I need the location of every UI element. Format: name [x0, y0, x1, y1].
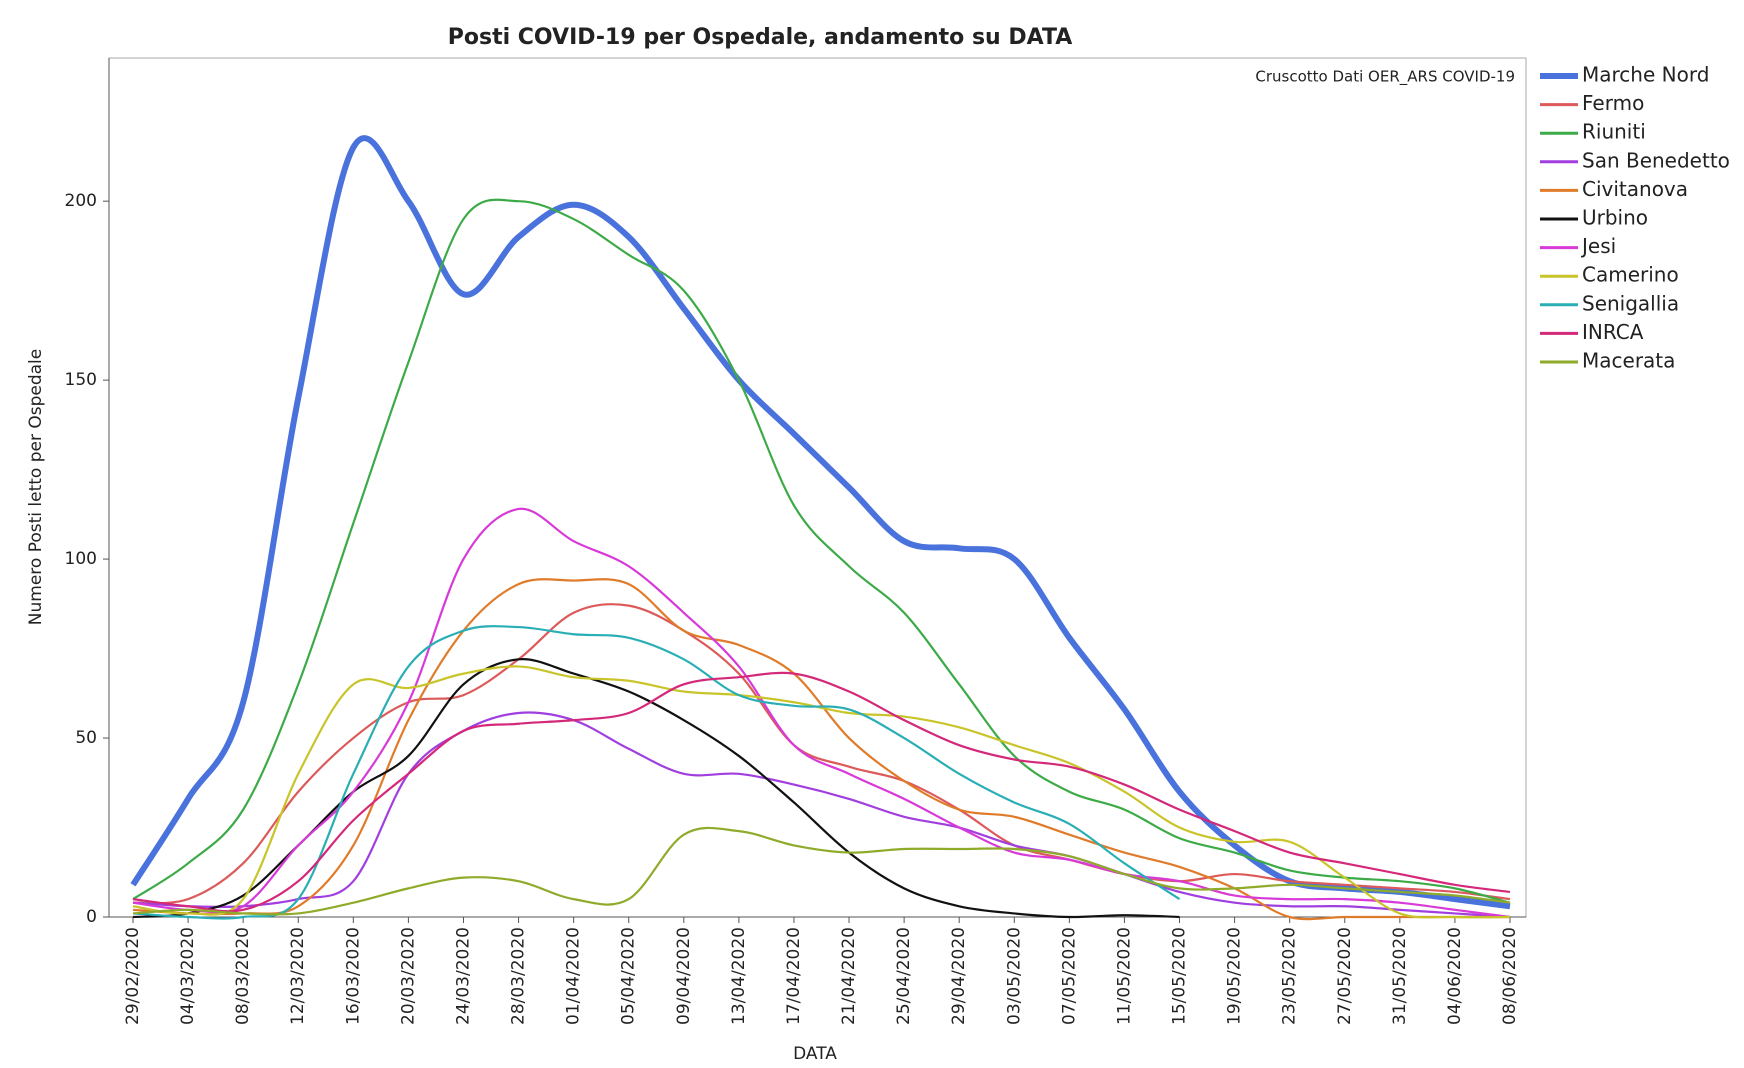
legend-label: Urbino: [1582, 206, 1648, 230]
legend-label: Civitanova: [1582, 177, 1688, 201]
series-line: [132, 603, 1511, 905]
x-tick-label: 01/04/2020: [564, 927, 584, 1025]
x-tick-label: 08/06/2020: [1500, 927, 1520, 1025]
x-tick-label: 29/04/2020: [949, 927, 969, 1025]
x-tick-label: 29/02/2020: [123, 927, 143, 1025]
legend-label: INRCA: [1582, 320, 1644, 344]
x-tick-label: 24/03/2020: [453, 927, 473, 1025]
x-tick-label: 13/04/2020: [729, 927, 749, 1025]
x-tick-label: 25/04/2020: [894, 927, 914, 1025]
series-line: [132, 507, 1511, 919]
series-line: [132, 711, 1511, 919]
y-tick-label: 100: [65, 549, 97, 569]
series-line: [132, 671, 1511, 913]
x-tick-label: 27/05/2020: [1335, 927, 1355, 1025]
x-tick-label: 19/05/2020: [1225, 927, 1245, 1025]
chart-title: Posti COVID-19 per Ospedale, andamento s…: [448, 25, 1073, 50]
x-tick-label: 08/03/2020: [233, 927, 253, 1025]
y-axis-label: Numero Posti letto per Ospedale: [26, 349, 46, 625]
x-axis-label: DATA: [793, 1044, 837, 1064]
y-tick-label: 50: [75, 728, 97, 748]
x-tick-label: 15/05/2020: [1170, 927, 1190, 1025]
legend-label: Macerata: [1582, 349, 1675, 373]
y-tick-label: 200: [65, 191, 97, 211]
annotation: Cruscotto Dati OER_ARS COVID-19: [1255, 68, 1515, 87]
x-tick-label: 23/05/2020: [1280, 927, 1300, 1025]
series-line: [132, 198, 1511, 904]
x-tick-label: 16/03/2020: [343, 927, 363, 1025]
x-tick-label: 12/03/2020: [288, 927, 308, 1025]
legend-label: Riuniti: [1582, 120, 1646, 144]
legend-label: Camerino: [1582, 263, 1679, 287]
x-tick-label: 04/03/2020: [178, 927, 198, 1025]
x-tick-label: 07/05/2020: [1059, 927, 1079, 1025]
x-tick-label: 17/04/2020: [784, 927, 804, 1025]
x-tick-label: 04/06/2020: [1445, 927, 1465, 1025]
x-tick-label: 05/04/2020: [619, 927, 639, 1025]
series-line: [132, 665, 1511, 919]
x-tick-label: 09/04/2020: [674, 927, 694, 1025]
legend: Marche Nord Fermo Riuniti San Benedetto Civi…: [1540, 63, 1730, 373]
legend-label: Senigallia: [1582, 291, 1679, 315]
x-tick-label: 31/05/2020: [1390, 927, 1410, 1025]
y-tick-label: 0: [86, 907, 97, 927]
x-tick-label: 28/03/2020: [509, 927, 529, 1025]
series-line: [132, 826, 1511, 916]
plot-frame: [108, 57, 1527, 918]
x-tick-label: 11/05/2020: [1114, 927, 1134, 1025]
legend-label: Marche Nord: [1582, 63, 1709, 87]
x-tick-label: 03/05/2020: [1004, 927, 1024, 1025]
y-tick-label: 150: [65, 370, 97, 390]
legend-label: Jesi: [1580, 234, 1616, 258]
series-line: [132, 625, 1181, 920]
legend-label: Fermo: [1582, 91, 1644, 115]
legend-label: San Benedetto: [1582, 148, 1730, 172]
x-tick-label: 21/04/2020: [839, 927, 859, 1025]
x-tick-label: 20/03/2020: [398, 927, 418, 1025]
